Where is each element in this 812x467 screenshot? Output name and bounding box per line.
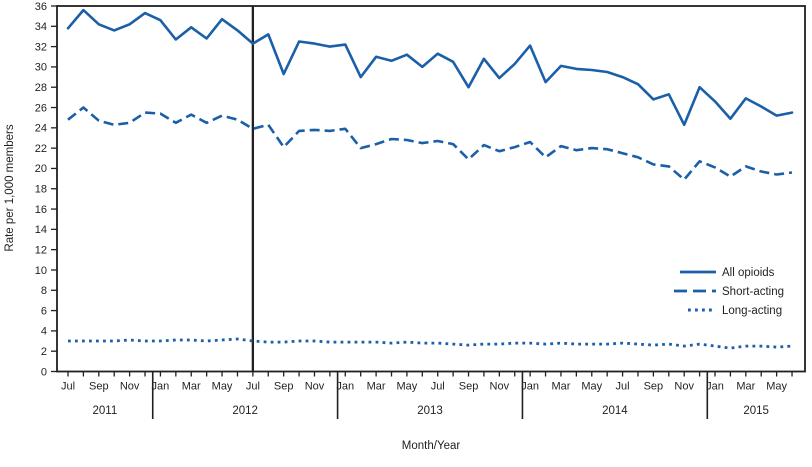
month-tick-label: Mar: [736, 381, 755, 393]
y-tick-label: 18: [35, 184, 47, 196]
legend-label: Long-acting: [722, 305, 782, 317]
y-tick-label: 36: [35, 1, 47, 13]
month-tick-label: May: [397, 381, 418, 393]
legend-label: Short-acting: [722, 286, 784, 298]
legend-label: All opioids: [722, 267, 775, 279]
year-label: 2012: [232, 405, 258, 417]
month-tick-label: Nov: [674, 381, 694, 393]
month-tick-label: Jul: [431, 381, 445, 393]
line-short-acting: [67, 106, 793, 181]
year-label: 2014: [602, 405, 628, 417]
month-tick-label: Sep: [459, 381, 479, 393]
y-tick-label: 24: [35, 123, 47, 135]
x-axis-title: Month/Year: [402, 440, 461, 452]
year-label: 2011: [92, 405, 117, 417]
y-axis-title: Rate per 1,000 members: [4, 124, 16, 251]
month-tick-label: Mar: [367, 381, 386, 393]
year-label: 2015: [743, 405, 769, 417]
year-label: 2013: [417, 405, 443, 417]
y-tick-label: 6: [41, 305, 47, 317]
month-tick-label: Jan: [706, 381, 724, 393]
month-tick-label: May: [212, 381, 233, 393]
y-tick-label: 8: [41, 285, 47, 297]
y-tick-label: 14: [35, 224, 47, 236]
y-tick-label: 30: [35, 62, 47, 74]
line-all-opioids: [66, 8, 794, 127]
y-tick-label: 16: [35, 204, 47, 216]
month-tick-label: May: [766, 381, 787, 393]
line-long-acting: [68, 337, 793, 350]
month-tick-label: Jan: [521, 381, 539, 393]
y-tick-label: 34: [35, 21, 47, 33]
month-tick-label: Sep: [274, 381, 294, 393]
month-tick-label: Jan: [336, 381, 354, 393]
year-bands: 2011 2012 2013 2014 2015: [92, 371, 769, 419]
y-tick-label: 26: [35, 102, 47, 114]
month-tick-label: Jan: [152, 381, 170, 393]
month-tick-label: Nov: [490, 381, 510, 393]
y-tick-label: 20: [35, 163, 47, 175]
y-tick-label: 0: [41, 366, 47, 378]
y-tick-label: 32: [35, 41, 47, 53]
month-tick-label: Jul: [61, 381, 75, 393]
y-tick-label: 12: [35, 244, 47, 256]
month-tick-label: May: [581, 381, 602, 393]
month-tick-label: Mar: [551, 381, 570, 393]
y-tick-label: 28: [35, 82, 47, 94]
month-tick-label: Nov: [120, 381, 140, 393]
month-tick-label: Mar: [182, 381, 201, 393]
month-tick-label: Nov: [305, 381, 325, 393]
month-tick-label: Jul: [616, 381, 630, 393]
x-axis-ticks: Jul Sep Nov Jan Mar May Jul Sep Nov Jan Mar May Jul S…: [61, 371, 793, 393]
month-tick-label: Sep: [89, 381, 109, 393]
y-tick-label: 2: [41, 346, 47, 358]
y-tick-label: 22: [35, 143, 47, 155]
y-tick-label: 4: [41, 326, 47, 338]
month-tick-label: Sep: [644, 381, 664, 393]
legend: All opioids Short-acting Long-acting: [674, 267, 784, 317]
y-tick-label: 10: [35, 265, 47, 277]
data-series: [66, 8, 794, 350]
month-tick-label: Jul: [246, 381, 260, 393]
